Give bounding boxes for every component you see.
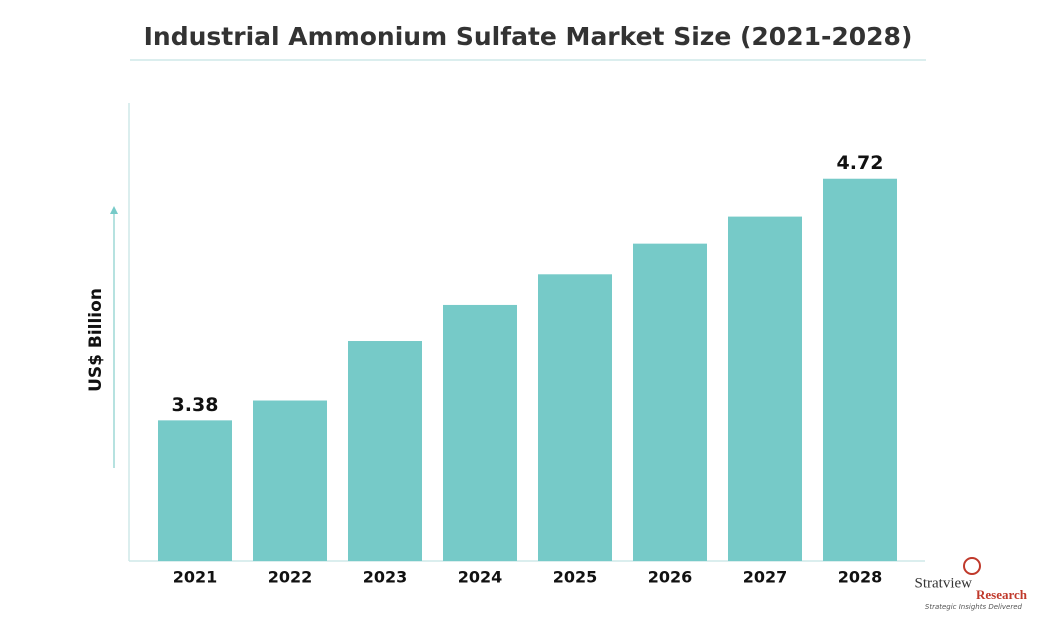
logo-tagline: Strategic Insights Delivered bbox=[925, 603, 1023, 611]
bar bbox=[158, 420, 232, 561]
logo-icon bbox=[963, 557, 981, 575]
logo-sub: Research bbox=[976, 587, 1028, 602]
value-label: 4.72 bbox=[837, 152, 884, 174]
bar bbox=[728, 216, 802, 561]
value-label: 3.38 bbox=[172, 394, 219, 416]
y-axis-label: US$ Billion bbox=[86, 288, 106, 392]
axis-arrow-head bbox=[110, 206, 118, 214]
bar bbox=[823, 178, 897, 561]
chart-title: Industrial Ammonium Sulfate Market Size … bbox=[144, 22, 913, 51]
logo: Stratview Research Strategic Insights De… bbox=[915, 557, 1028, 611]
logo-name: Stratview bbox=[915, 575, 973, 591]
x-tick-label: 2021 bbox=[173, 568, 218, 587]
bar bbox=[633, 243, 707, 561]
x-tick-label: 2027 bbox=[743, 568, 788, 587]
x-tick-label: 2022 bbox=[268, 568, 313, 587]
bar bbox=[443, 304, 517, 561]
bar bbox=[253, 400, 327, 561]
x-tick-label: 2025 bbox=[553, 568, 598, 587]
x-tick-label: 2026 bbox=[648, 568, 693, 587]
x-tick-label: 2024 bbox=[458, 568, 503, 587]
bar bbox=[538, 274, 612, 561]
x-tick-label: 2023 bbox=[363, 568, 408, 587]
bar bbox=[348, 341, 422, 561]
x-tick-label: 2028 bbox=[838, 568, 883, 587]
